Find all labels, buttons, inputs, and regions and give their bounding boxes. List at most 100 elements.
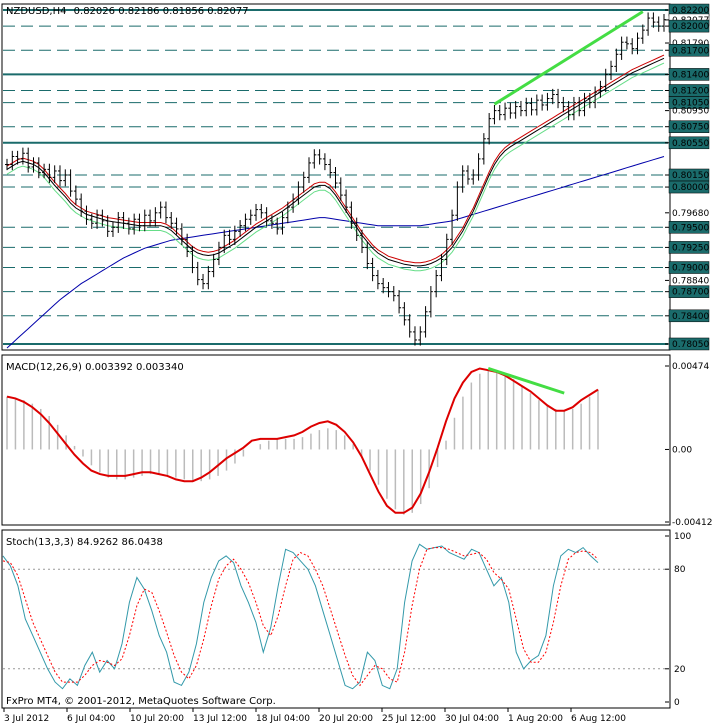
price-tag: 0.80950 [665, 107, 709, 117]
price-bar [254, 203, 259, 221]
price-tag: 0.81050 [665, 96, 709, 109]
price-bar [338, 177, 343, 201]
price-bar [587, 92, 592, 109]
price-tag-label: 0.79500 [672, 223, 709, 233]
price-bar [481, 133, 486, 165]
price-bar [582, 92, 587, 117]
price-bar [370, 257, 375, 282]
price-bar [26, 147, 31, 173]
price-bar [534, 94, 539, 116]
price-bar [397, 290, 402, 314]
price-tag: 0.79500 [665, 221, 709, 234]
stoch-axis-label: 80 [674, 565, 686, 575]
price-bar [354, 217, 359, 241]
price-bar [36, 157, 41, 179]
stoch-panel-frame [1, 529, 671, 709]
price-bar [518, 100, 523, 117]
price-bar [269, 215, 274, 229]
price-bar [232, 225, 237, 245]
price-bar [307, 157, 312, 184]
price-bar [328, 158, 333, 179]
price-bar [349, 201, 354, 229]
price-bar [126, 217, 131, 235]
price-bar [206, 265, 211, 290]
price-bar [656, 16, 661, 32]
price-tag-label: 0.80950 [672, 107, 709, 117]
price-bar [153, 207, 158, 227]
time-axis: 3 Jul 2012 6 Jul 04:00 10 Jul 20:00 13 Jul … [3, 708, 626, 724]
price-bar [333, 166, 338, 189]
price-bar [365, 241, 370, 270]
price-bar [635, 32, 640, 55]
stoch-axis-label: 0 [674, 698, 680, 708]
price-tag: 0.80750 [665, 120, 709, 133]
price-bar [344, 189, 349, 213]
price-bar [593, 86, 598, 109]
price-bar [391, 286, 396, 302]
price-bar [513, 100, 518, 119]
price-bar [375, 269, 380, 290]
price-bar [15, 150, 20, 165]
price-bar [291, 193, 296, 213]
price-tag: 0.78840 [665, 276, 709, 286]
price-bar [301, 171, 306, 193]
price-bar [556, 88, 561, 109]
price-tag-label: 0.81050 [672, 99, 709, 109]
price-bar [121, 212, 126, 229]
price-bar [529, 97, 534, 116]
price-tag-label: 0.82200 [672, 6, 709, 16]
price-bar [195, 261, 200, 286]
price-bar [455, 181, 460, 221]
price-tag-label: 0.80550 [672, 139, 709, 149]
price-bar [624, 36, 629, 50]
price-bar [614, 48, 619, 72]
macd-axis-label: -0.00412 [672, 518, 712, 528]
price-bar [31, 157, 36, 173]
price-tag-label: 0.78840 [672, 276, 709, 286]
price-bar [630, 38, 635, 55]
price-bar [598, 80, 603, 98]
price-bar [248, 209, 253, 225]
price-bar [471, 169, 476, 185]
price-bar [566, 100, 571, 121]
price-tag-label: 0.78400 [672, 312, 709, 322]
stoch-axis-label: 100 [674, 532, 691, 542]
price-bar [312, 149, 317, 169]
price-bar [545, 92, 550, 111]
price-bar [216, 241, 221, 266]
price-bar [47, 163, 52, 184]
time-axis-label: 6 Jul 04:00 [67, 714, 116, 724]
price-bar [487, 113, 492, 145]
price-tag-label: 0.79250 [672, 243, 709, 253]
price-tag: 0.80150 [665, 168, 709, 182]
price-bar [211, 253, 216, 278]
time-axis-label: 18 Jul 04:00 [256, 714, 310, 724]
price-bar [651, 12, 656, 28]
price-bar [63, 169, 68, 187]
macd-panel-frame [1, 354, 671, 526]
macd-axis-label: 0.00 [672, 445, 692, 455]
price-bar [137, 213, 142, 232]
price-bar [20, 147, 25, 165]
price-bar [280, 212, 285, 235]
price-bar [434, 269, 439, 298]
time-axis-label: 25 Jul 12:00 [382, 714, 436, 724]
price-bar [571, 96, 576, 121]
price-bar [238, 220, 243, 237]
price-bar [550, 88, 555, 105]
stoch-main-line [2, 543, 599, 690]
stoch-panel [2, 543, 668, 690]
macd-panel [6, 367, 599, 515]
price-bar [609, 60, 614, 81]
price-bar [179, 223, 184, 245]
price-bar [5, 158, 9, 171]
price-bar [163, 201, 168, 224]
price-tag-label: 0.81400 [672, 70, 709, 80]
ma-black-line [6, 57, 665, 267]
price-tag: 0.79250 [665, 241, 709, 254]
price-bar [412, 326, 417, 346]
price-bar [418, 326, 423, 346]
ma-blue-line [6, 156, 665, 349]
price-bar [465, 165, 470, 185]
